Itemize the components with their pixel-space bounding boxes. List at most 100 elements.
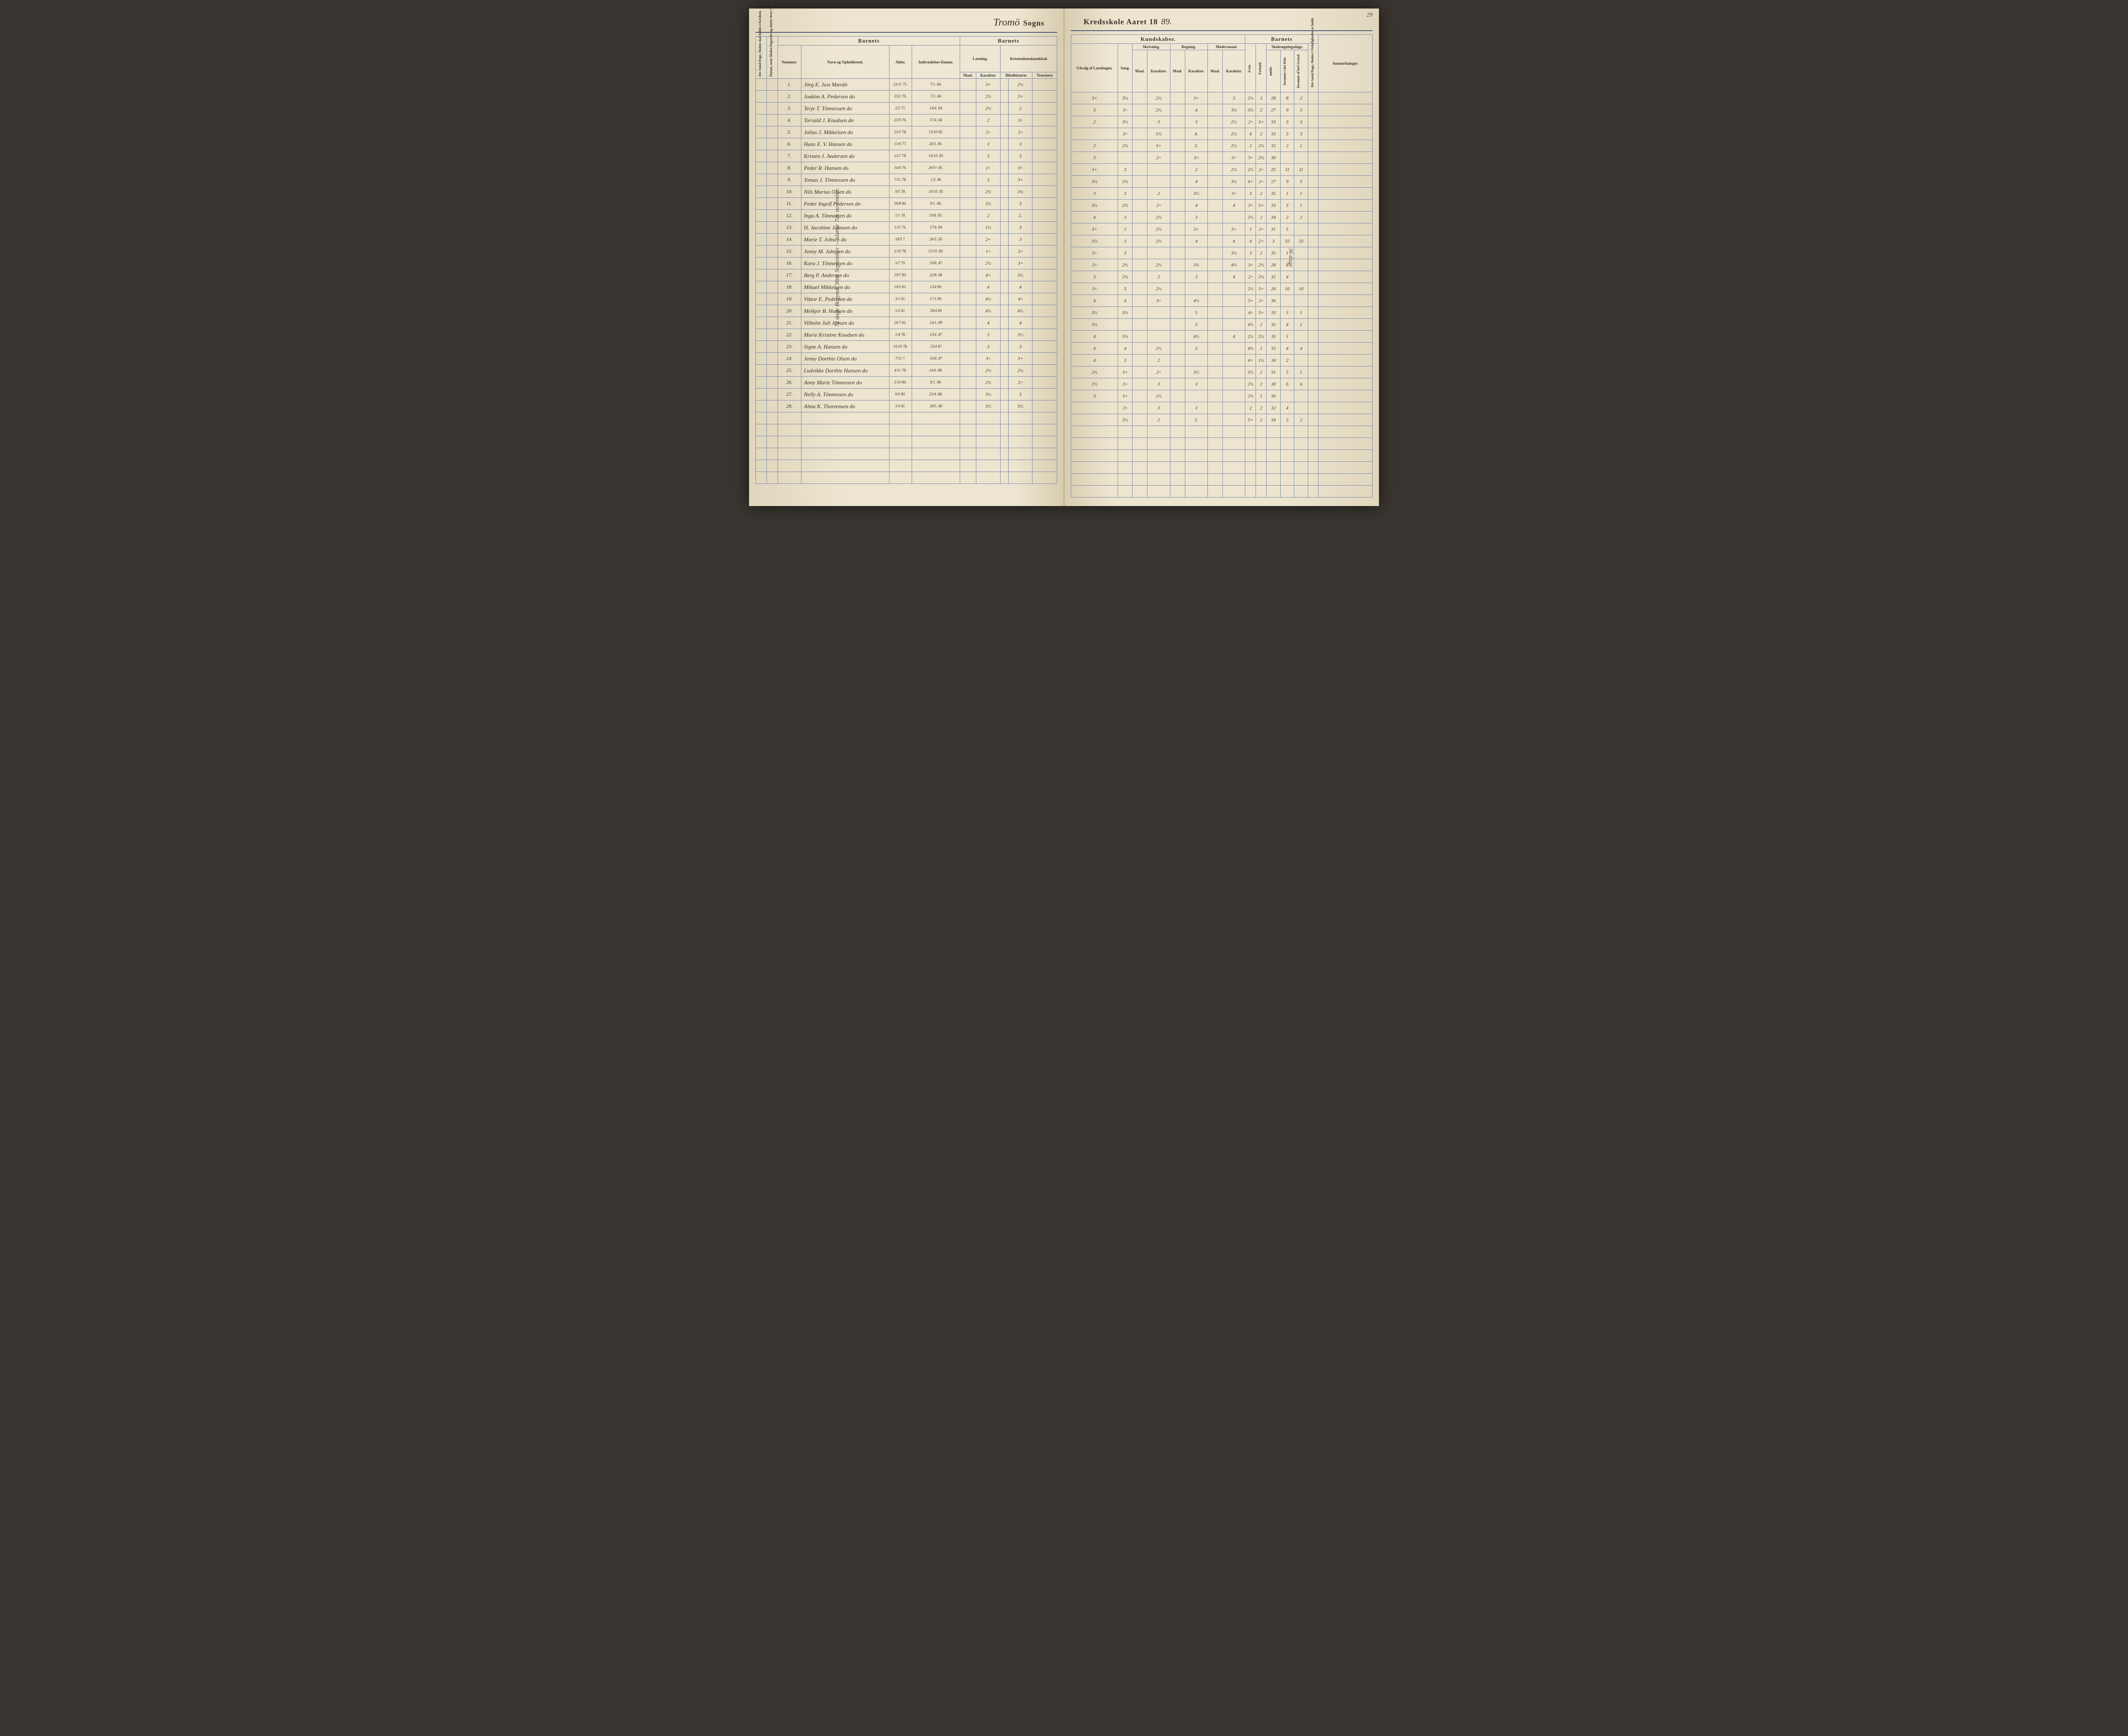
fors1-cell: 4	[1280, 343, 1294, 355]
cell	[1208, 402, 1223, 414]
bibel-cell: 3+	[1008, 174, 1032, 186]
cell	[1170, 295, 1185, 307]
cell	[756, 317, 767, 329]
alder-cell: 5/7 79.	[889, 257, 912, 269]
fors1-cell	[1280, 152, 1294, 164]
name-cell: Jenny M. Jahnsen do	[801, 246, 889, 257]
row-number: 7.	[778, 150, 801, 162]
left-margin-note: 72 dage Begyndt 30de September — slutter…	[834, 172, 841, 343]
col-regning: Regning.	[1170, 44, 1207, 50]
name-cell: Terje T. Tönnessen do	[801, 103, 889, 114]
fors2-cell	[1294, 247, 1308, 259]
anmaerk-cell	[1319, 247, 1373, 259]
troes-cell	[1033, 269, 1057, 281]
troes-cell	[1033, 293, 1057, 305]
name-cell: Anny Marie Tönnessen do	[801, 377, 889, 389]
regning-cell: 3	[1185, 271, 1207, 283]
cell	[756, 257, 767, 269]
bibel-cell: 4	[1008, 317, 1032, 329]
table-row	[756, 412, 1057, 424]
ind-cell: 26/5÷ 85.	[912, 162, 960, 174]
cell	[756, 174, 767, 186]
cell	[960, 234, 976, 246]
cell	[1208, 331, 1223, 343]
cell	[767, 174, 778, 186]
moders-cell	[1223, 355, 1245, 366]
moders-cell: 2½	[1223, 128, 1245, 140]
cell	[1308, 271, 1318, 283]
cell	[1170, 188, 1185, 200]
evne-cell: 3	[1245, 247, 1256, 259]
forhold-cell: 3	[1256, 92, 1267, 104]
sang-cell: 2½	[1118, 176, 1133, 188]
name-cell: Kora J. Tönnessen do	[801, 257, 889, 269]
cell	[1208, 235, 1223, 247]
forhold-cell: 2÷	[1256, 295, 1267, 307]
forhold-cell: 2½	[1256, 271, 1267, 283]
udvalg-cell: 4	[1071, 331, 1118, 343]
cell	[767, 186, 778, 198]
cell	[1001, 103, 1009, 114]
cell	[1308, 414, 1318, 426]
moders-cell	[1223, 319, 1245, 331]
bibel-cell: 3	[1008, 222, 1032, 234]
evne-cell: 2½	[1245, 164, 1256, 176]
forhold-cell: 2½	[1256, 259, 1267, 271]
row-number: 14.	[778, 234, 801, 246]
troes-cell	[1033, 79, 1057, 91]
name-cell: Nelly A. Tönnessen do	[801, 389, 889, 400]
troes-cell	[1033, 365, 1057, 377]
cell	[1170, 271, 1185, 283]
sang-cell: 3÷	[1118, 128, 1133, 140]
cell	[1208, 128, 1223, 140]
cell	[756, 114, 767, 126]
alder-cell: 1/2 81.	[889, 305, 912, 317]
cell	[1308, 164, 1318, 176]
cell	[1133, 295, 1147, 307]
cell	[1308, 116, 1318, 128]
sang-cell: 3½	[1118, 92, 1133, 104]
cell	[1170, 164, 1185, 176]
ind-cell: 15/4 87	[912, 341, 960, 353]
modte-cell: 34	[1267, 414, 1281, 426]
col-sang: Sang.	[1118, 44, 1133, 92]
cell	[960, 377, 976, 389]
cell	[756, 150, 767, 162]
evne-cell: 2½	[1245, 331, 1256, 343]
cell	[1208, 92, 1223, 104]
fors1-cell: 3	[1280, 128, 1294, 140]
row-number: 2.	[778, 91, 801, 103]
anmaerk-cell	[1319, 176, 1373, 188]
cell	[1001, 329, 1009, 341]
skriv-cell: 2½	[1147, 223, 1170, 235]
bibel-cell: 3+	[1008, 257, 1032, 269]
alder-cell: 19/7 80.	[889, 269, 912, 281]
alder-cell: 3/3 81.	[889, 400, 912, 412]
bibel-cell: 3÷	[1008, 114, 1032, 126]
cell	[1133, 390, 1147, 402]
moders-cell: 2½	[1223, 164, 1245, 176]
modte-cell: 25	[1267, 164, 1281, 176]
cell	[960, 126, 976, 138]
bibel-cell: 3+	[1008, 91, 1032, 103]
alder-cell: 14/9 76.	[889, 162, 912, 174]
moders-cell: 3÷	[1223, 152, 1245, 164]
regning-cell: 5	[1185, 307, 1207, 319]
cell	[767, 317, 778, 329]
fors1-cell: 2	[1280, 355, 1294, 366]
cell	[756, 281, 767, 293]
evne-cell: 4½	[1245, 343, 1256, 355]
forhold-cell: 2½	[1256, 152, 1267, 164]
moders-cell	[1223, 378, 1245, 390]
cell	[1170, 235, 1185, 247]
cell	[1308, 92, 1318, 104]
cell	[1133, 176, 1147, 188]
table-row: 6.Hans E. V. Hansen do13/6 77.26/5. 85.3…	[756, 138, 1057, 150]
skriv-cell: 2½	[1147, 259, 1170, 271]
cell	[1308, 247, 1318, 259]
fors1-cell: 2	[1280, 414, 1294, 426]
evne-cell: 4½	[1245, 319, 1256, 331]
cell	[1001, 114, 1009, 126]
cell	[767, 103, 778, 114]
regning-cell: 4	[1185, 176, 1207, 188]
